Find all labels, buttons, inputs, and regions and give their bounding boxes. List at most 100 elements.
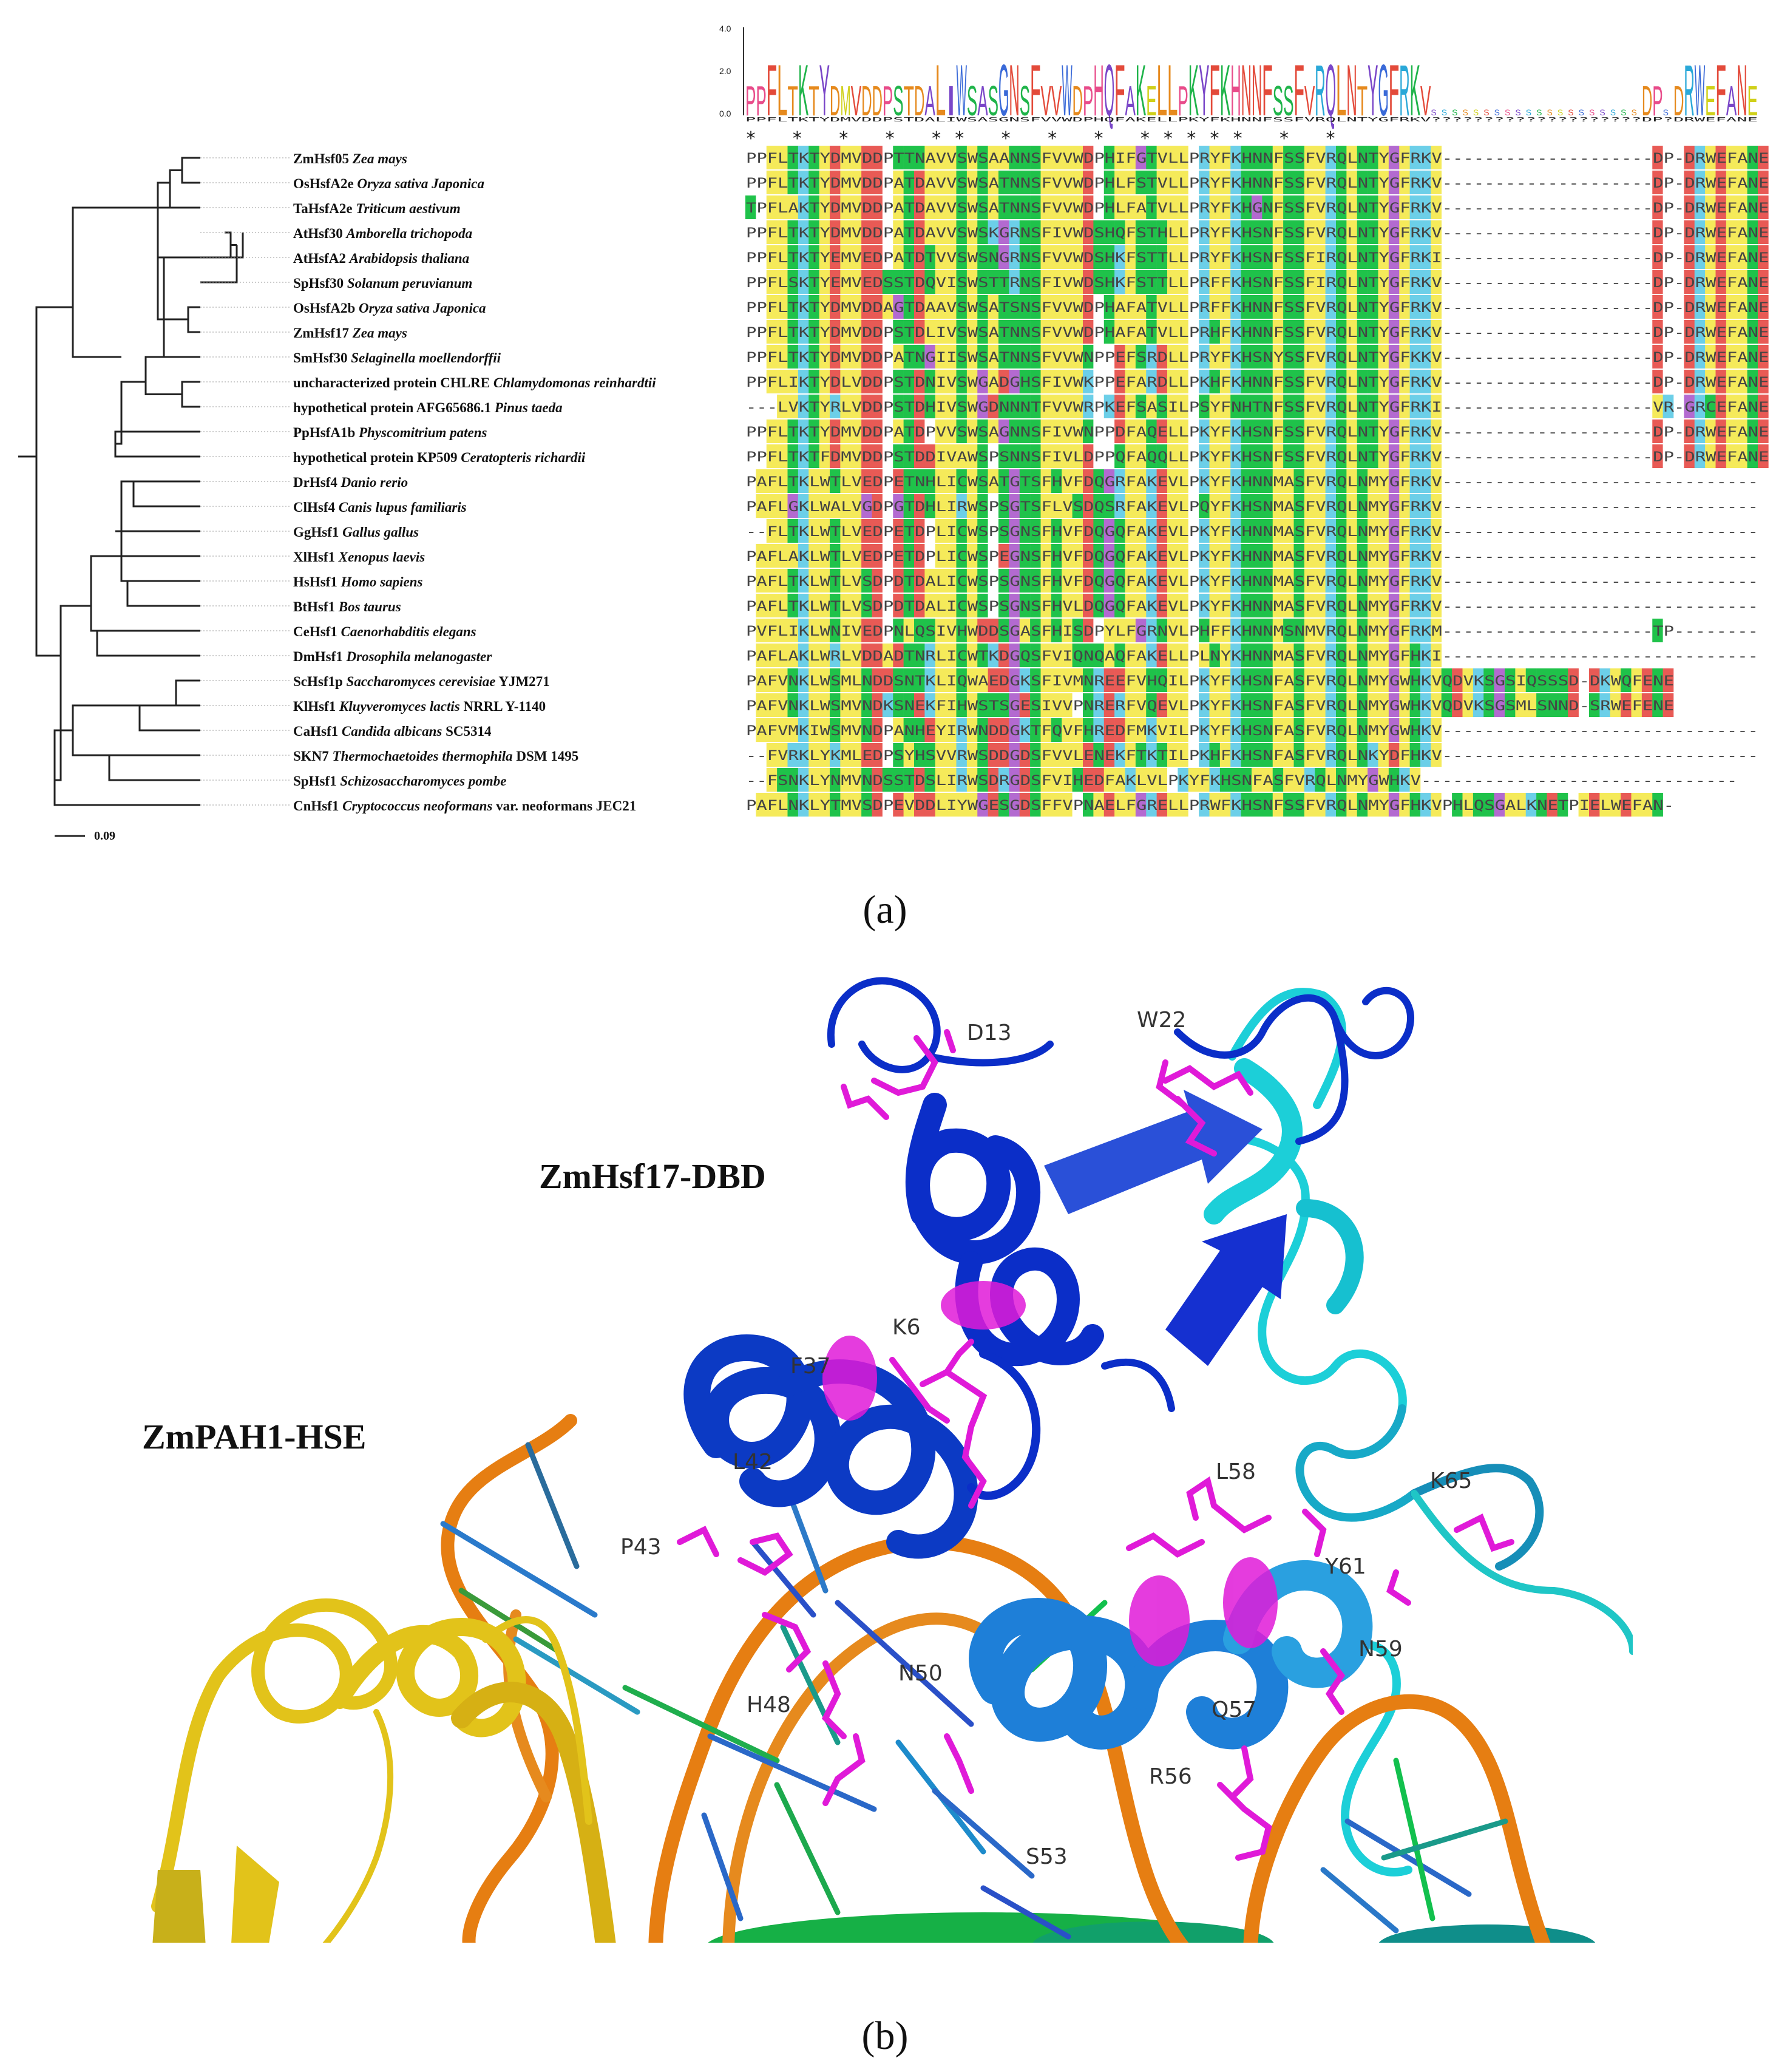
residue-cell	[1357, 743, 1368, 767]
logo-letter: P	[1652, 77, 1662, 124]
residue-cell	[766, 419, 778, 443]
residue-cell	[1135, 171, 1147, 194]
residue-cell	[1378, 768, 1389, 792]
residue-cell	[1252, 419, 1263, 443]
residue-cell	[1252, 494, 1263, 518]
residue-cell	[1178, 494, 1189, 518]
residue-cell	[1325, 569, 1337, 593]
residue-cell	[1262, 220, 1273, 244]
residue-cell	[1272, 519, 1284, 543]
residue-cell	[798, 693, 809, 717]
residue-cell	[1315, 644, 1326, 667]
residue-cell	[1252, 320, 1263, 344]
residue-cell	[1399, 644, 1410, 667]
residue-cell	[872, 519, 883, 543]
residue-cell	[808, 619, 819, 642]
residue-cell	[1293, 494, 1305, 518]
residue-cell	[1125, 668, 1136, 692]
taxon-label: SKN7 Thermochaetoides thermophila DSM 14…	[293, 749, 578, 764]
residue-cell	[1304, 146, 1315, 169]
residue-cell	[924, 594, 936, 617]
residue-cell	[1219, 569, 1231, 593]
residue-cell	[1304, 793, 1315, 817]
residue-cell	[1167, 469, 1178, 493]
residue-cell	[966, 295, 978, 319]
residue-cell	[1241, 743, 1252, 767]
residue-cell	[1051, 494, 1062, 518]
residue-cell	[777, 693, 788, 717]
logo-letter: S	[1663, 107, 1669, 117]
residue-cell	[1051, 195, 1062, 219]
residue-cell	[1420, 644, 1431, 667]
residue-cell	[830, 793, 841, 817]
residue-cell	[850, 245, 862, 269]
residue-cell	[819, 619, 830, 642]
logo-letter: D	[872, 77, 883, 124]
residue-cell	[1083, 494, 1094, 518]
residue-cell	[956, 146, 968, 169]
residue-cell	[903, 743, 915, 767]
residue-cell	[1420, 171, 1431, 194]
residue-cell	[1040, 345, 1052, 369]
residue-cell	[872, 569, 883, 593]
alignment-row: PPFLSKTYEMVEDSSTDQVISWSTTRNSFIVWDSHKFSTT…	[745, 270, 1769, 294]
logo-letter: N	[1009, 50, 1019, 131]
residue-cell	[850, 444, 862, 468]
residue-cell	[882, 519, 893, 543]
residue-cell	[1315, 743, 1326, 767]
residue-cell	[819, 146, 830, 169]
residue-cell	[1188, 220, 1199, 244]
residue-cell	[1019, 395, 1031, 418]
residue-cell	[1388, 569, 1400, 593]
residue-cell	[1304, 295, 1315, 319]
residue-cell	[1715, 444, 1727, 468]
residue-cell	[850, 569, 862, 593]
residue-cell	[1462, 668, 1474, 692]
residue-cell	[1093, 494, 1105, 518]
residue-cell	[966, 444, 978, 468]
residue-cell	[1368, 469, 1378, 493]
residue-cell	[1219, 320, 1231, 344]
residue-cell	[777, 743, 788, 767]
residue-cell	[1030, 419, 1041, 443]
residue-cell	[1325, 519, 1337, 543]
residue-cell	[808, 569, 819, 593]
residue-cell	[1156, 644, 1168, 667]
residue-cell	[893, 220, 904, 244]
residue-cell	[1409, 743, 1421, 767]
tree-branch	[157, 182, 188, 321]
residue-cell	[1040, 668, 1052, 692]
residue-cell	[819, 270, 830, 294]
residue-cell	[1346, 295, 1358, 319]
logo-letter: Y	[1368, 50, 1378, 131]
logo-letter: G	[998, 50, 1009, 131]
residue-cell	[1156, 619, 1168, 642]
residue-cell	[872, 270, 883, 294]
residue-cell	[1262, 444, 1273, 468]
alignment-row: ---LVKTYRLVDDPSTDHIVSWGDNNNTFVVWRPKEFSAS…	[746, 395, 1769, 418]
residue-cell	[1525, 793, 1537, 817]
residue-cell	[1219, 469, 1231, 493]
residue-cell	[1156, 494, 1168, 518]
residue-cell	[1114, 743, 1125, 767]
residue-y61: Y61	[1324, 1554, 1366, 1579]
residue-cell	[956, 469, 968, 493]
alignment-sequence: PPFLTKTFDMVDDPSTDDIVAWSPSNNSFIVLDPPQFAQQ…	[746, 449, 1769, 465]
residue-cell	[1304, 494, 1315, 518]
residue-cell	[1051, 768, 1062, 792]
residue-cell	[1146, 619, 1157, 642]
residue-cell	[1758, 444, 1769, 468]
residue-cell	[882, 419, 893, 443]
residue-cell	[1062, 146, 1073, 169]
taxon-label: CnHsf1 Cryptococcus neoformans var. neof…	[293, 798, 636, 814]
residue-cell	[1715, 245, 1727, 269]
residue-cell	[1051, 544, 1062, 568]
residue-cell	[1103, 494, 1115, 518]
residue-cell	[850, 370, 862, 393]
residue-cell	[756, 370, 767, 393]
residue-cell	[1715, 419, 1727, 443]
residue-cell	[1230, 195, 1241, 219]
residue-cell	[1125, 295, 1136, 319]
residue-cell	[808, 395, 819, 418]
residue-cell	[914, 395, 925, 418]
